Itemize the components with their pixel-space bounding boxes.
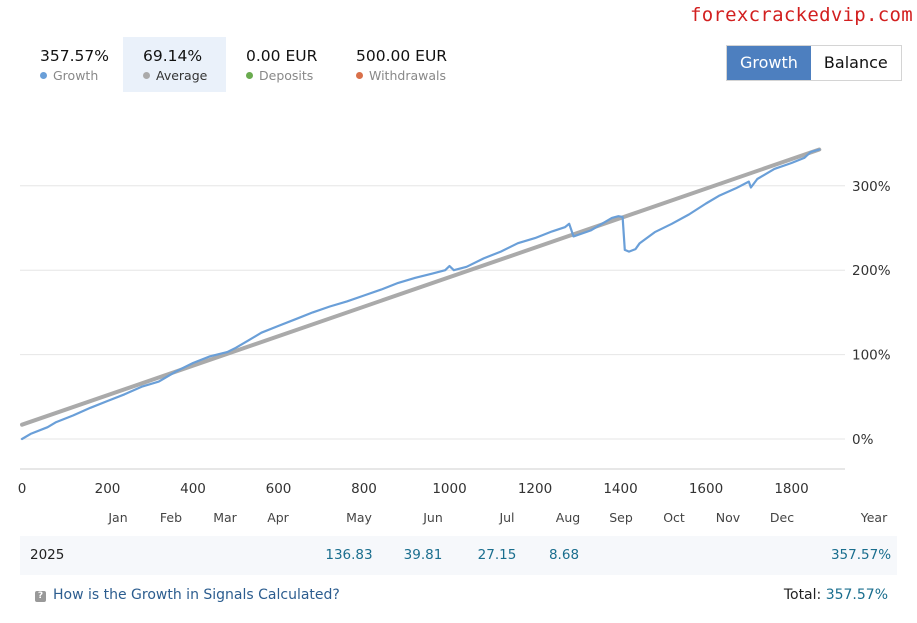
x-tick-label: 1000: [432, 481, 466, 497]
stat-growth-value: 357.57%: [40, 47, 109, 65]
stat-withdrawals-value: 500.00 EUR: [356, 47, 448, 65]
x-tick-label: 800: [351, 481, 377, 497]
month-value-jun: 39.81: [403, 547, 443, 563]
watermark: forexcrackedvip.com: [689, 4, 913, 26]
x-tick-label: 1800: [774, 481, 808, 497]
stat-growth[interactable]: 357.57% Growth: [25, 37, 120, 92]
stat-withdrawals-label: Withdrawals: [356, 68, 446, 83]
y-tick-label: 100%: [852, 348, 891, 364]
x-tick-label: 1600: [689, 481, 723, 497]
year-total-value: 357.57%: [830, 547, 892, 563]
year-header-label: Year: [860, 510, 888, 525]
month-label-nov: Nov: [715, 510, 741, 525]
stat-growth-label: Growth: [40, 68, 98, 83]
x-tick-label: 1400: [603, 481, 637, 497]
stat-deposits-label: Deposits: [246, 68, 313, 83]
x-tick-label: 600: [266, 481, 292, 497]
withdrawals-legend-dot: [356, 72, 363, 79]
y-tick-label: 300%: [852, 179, 891, 195]
month-label-apr: Apr: [267, 510, 289, 525]
growth-help: ? How is the Growth in Signals Calculated…: [35, 587, 340, 603]
month-header-row: Jan Feb Mar Apr May Jun Jul Aug Sep Oct …: [0, 510, 917, 526]
stat-average[interactable]: 69.14% Average: [123, 37, 226, 92]
growth-legend-dot: [40, 72, 47, 79]
stat-withdrawals[interactable]: 500.00 EUR Withdrawals: [340, 37, 455, 92]
growth-chart: 0% 100% 200% 300% 0 200 400 600 800 1000 1200 1400 1…: [18, 147, 891, 497]
deposits-legend-dot: [246, 72, 253, 79]
x-tick-label: 0: [18, 481, 27, 497]
month-value-may: 136.83: [325, 547, 373, 563]
average-legend-dot: [143, 72, 150, 79]
x-tick-label: 200: [95, 481, 121, 497]
month-value-aug: 8.68: [548, 547, 580, 563]
month-label-sep: Sep: [609, 510, 633, 525]
total-label: Total:: [783, 587, 822, 603]
y-tick-label: 0%: [852, 432, 874, 448]
help-icon: ?: [35, 591, 46, 602]
month-label-may: May: [346, 510, 372, 525]
chart-mode-toggle: Growth Balance: [726, 45, 902, 81]
month-label-jan: Jan: [108, 510, 128, 525]
month-label-jul: Jul: [499, 510, 515, 525]
balance-toggle-button[interactable]: Balance: [810, 46, 901, 80]
growth-toggle-button[interactable]: Growth: [727, 46, 811, 80]
year-label: 2025: [30, 547, 65, 563]
growth-calculation-link[interactable]: How is the Growth in Signals Calculated?: [53, 587, 340, 603]
month-value-jul: 27.15: [477, 547, 517, 563]
month-label-aug: Aug: [555, 510, 581, 525]
month-label-dec: Dec: [769, 510, 795, 525]
x-tick-label: 1200: [518, 481, 552, 497]
stat-average-label: Average: [143, 68, 207, 83]
growth-series-line: [20, 148, 821, 441]
total-summary: Total: 357.57%: [784, 587, 888, 603]
month-label-jun: Jun: [423, 510, 443, 525]
total-value: 357.57%: [825, 587, 888, 603]
month-label-oct: Oct: [663, 510, 685, 525]
month-label-mar: Mar: [213, 510, 237, 525]
stat-deposits-value: 0.00 EUR: [246, 47, 318, 65]
y-tick-label: 200%: [852, 263, 891, 279]
average-series-line: [20, 147, 822, 427]
year-row-2025: 2025 136.83 39.81 27.15 8.68 357.57%: [20, 536, 897, 575]
stat-average-value: 69.14%: [143, 47, 203, 65]
stat-deposits[interactable]: 0.00 EUR Deposits: [230, 37, 335, 92]
x-tick-label: 400: [180, 481, 206, 497]
month-label-feb: Feb: [159, 510, 183, 525]
